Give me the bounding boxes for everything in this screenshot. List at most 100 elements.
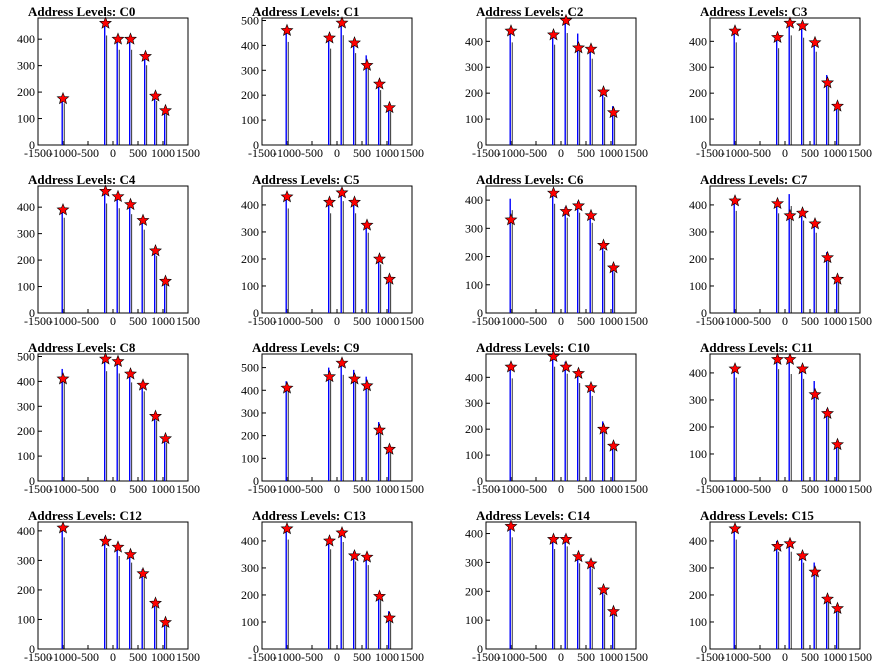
y-tick-label: 200: [689, 86, 707, 100]
y-tick-label: 100: [241, 113, 259, 127]
y-tick-label: 300: [241, 406, 259, 420]
peak-marker-star: [136, 566, 150, 580]
peak-marker-star: [149, 596, 162, 609]
x-tick-label: 0: [334, 650, 340, 664]
peak-marker-star: [559, 360, 573, 373]
peak-marker-star: [335, 185, 349, 199]
y-tick-label: 500: [241, 13, 259, 27]
chart-panel-c0: Address Levels: C0 0 100 200 300 400 -1500-100…: [17, 4, 200, 160]
peak-marker-star: [56, 202, 70, 216]
x-tick-label: -500: [301, 146, 323, 160]
x-tick-label: 1000: [599, 482, 623, 496]
y-tick-label: 400: [465, 527, 483, 541]
x-tick-label: -1000: [721, 482, 749, 496]
y-tick-label: 100: [17, 112, 35, 126]
x-tick-label: -1500: [472, 482, 500, 496]
x-tick-label: 1500: [624, 314, 648, 328]
x-tick-label: -500: [77, 482, 99, 496]
chart-title: Address Levels: C14: [476, 508, 590, 523]
x-tick-label: 500: [129, 482, 147, 496]
y-tick-label: 0: [29, 306, 35, 320]
x-tick-label: 1000: [375, 314, 399, 328]
plot-frame: [709, 521, 861, 650]
peak-marker-star: [335, 16, 349, 29]
peak-marker-star: [124, 547, 137, 560]
y-tick-label: 400: [689, 534, 707, 548]
chart-panel-c8: Address Levels: C80100200300400500-1500-…: [17, 340, 200, 496]
x-tick-label: 1500: [176, 314, 200, 328]
peak-marker-star: [728, 24, 742, 37]
y-tick-label: 0: [29, 642, 35, 656]
plot-frame: [261, 521, 413, 650]
y-tick-label: 100: [241, 279, 259, 293]
peak-marker-star: [280, 381, 294, 394]
peak-marker-star: [139, 49, 152, 62]
plot-frame: [37, 185, 189, 314]
y-tick-label: 200: [241, 588, 259, 602]
y-tick-label: 0: [253, 642, 259, 656]
y-tick-label: 200: [465, 422, 483, 436]
x-tick-label: -500: [77, 314, 99, 328]
chart-title: Address Levels: C7: [700, 172, 808, 187]
peak-marker-star: [280, 521, 294, 535]
peak-marker-star: [808, 35, 822, 49]
peak-marker-star: [323, 369, 336, 383]
x-tick-label: 0: [110, 650, 116, 664]
y-tick-label: 0: [253, 474, 259, 488]
chart-title: Address Levels: C15: [700, 508, 814, 523]
x-tick-label: -1500: [696, 482, 724, 496]
plot-frame: [485, 353, 637, 482]
y-tick-label: 300: [465, 396, 483, 410]
y-tick-label: 200: [689, 588, 707, 602]
x-tick-label: 500: [801, 482, 819, 496]
peak-marker-star: [771, 30, 784, 43]
peak-marker-star: [559, 13, 573, 27]
y-tick-label: 200: [465, 86, 483, 100]
chart-panel-c4: Address Levels: C4 0 100 200 300 400 -1500-100…: [17, 172, 200, 328]
chart-panel-c13: Address Levels: C13 0 100 200 300 400 -1500-10…: [241, 508, 424, 664]
chart-title: Address Levels: C4: [28, 172, 136, 187]
chart-title: Address Levels: C1: [252, 4, 359, 19]
x-tick-label: -1000: [49, 482, 77, 496]
x-tick-label: 1000: [823, 314, 847, 328]
y-tick-label: 200: [465, 584, 483, 598]
x-tick-label: 500: [129, 314, 147, 328]
y-tick-label: 400: [17, 32, 35, 46]
peak-marker-star: [504, 213, 518, 226]
x-tick-label: 0: [110, 146, 116, 160]
y-tick-label: 300: [689, 561, 707, 575]
chart-panel-c6: Address Levels: C6 0 100 200 300 400 -1500-100…: [465, 172, 648, 328]
peak-marker-star: [159, 103, 172, 117]
y-tick-label: 100: [465, 613, 483, 627]
plot-frame: [37, 353, 189, 482]
peak-marker-star: [783, 352, 797, 365]
y-tick-label: 400: [689, 34, 707, 48]
x-tick-label: 1000: [151, 650, 175, 664]
chart-title: Address Levels: C8: [28, 340, 136, 355]
x-tick-label: 500: [577, 146, 595, 160]
peak-marker-star: [597, 422, 610, 435]
peak-marker-star: [323, 31, 336, 44]
chart-title: Address Levels: C11: [700, 340, 813, 355]
x-tick-label: -1500: [696, 650, 724, 664]
peak-marker-star: [111, 32, 125, 45]
x-tick-label: 1000: [823, 650, 847, 664]
peak-marker-star: [280, 189, 294, 203]
x-tick-label: 500: [129, 650, 147, 664]
x-tick-label: -1500: [696, 314, 724, 328]
peak-marker-star: [504, 360, 518, 373]
x-tick-label: 1000: [151, 314, 175, 328]
peak-marker-star: [597, 85, 610, 98]
x-tick-label: -1500: [248, 650, 276, 664]
chart-title: Address Levels: C10: [476, 340, 590, 355]
peak-marker-star: [771, 196, 784, 210]
x-tick-label: 0: [334, 482, 340, 496]
x-tick-label: -500: [301, 482, 323, 496]
chart-title: Address Levels: C12: [28, 508, 142, 523]
peak-marker-star: [504, 519, 518, 532]
chart-title: Address Levels: C3: [700, 4, 808, 19]
peak-marker-star: [783, 208, 797, 222]
peak-marker-star: [783, 16, 797, 29]
y-tick-label: 200: [689, 420, 707, 434]
x-tick-label: 500: [577, 314, 595, 328]
